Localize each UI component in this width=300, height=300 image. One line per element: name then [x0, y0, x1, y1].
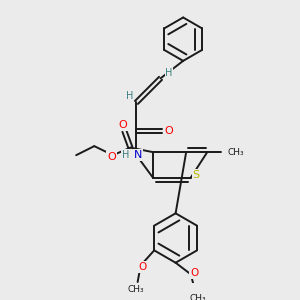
Text: O: O — [118, 120, 127, 130]
Text: CH₃: CH₃ — [190, 294, 206, 300]
Text: H: H — [122, 150, 129, 160]
Text: H: H — [165, 68, 173, 78]
Text: O: O — [190, 268, 198, 278]
Text: CH₃: CH₃ — [128, 285, 144, 294]
Text: S: S — [193, 170, 200, 180]
Text: N: N — [134, 150, 142, 160]
Text: CH₃: CH₃ — [227, 148, 244, 157]
Text: H: H — [126, 92, 134, 101]
Text: O: O — [164, 126, 173, 136]
Text: O: O — [138, 262, 146, 272]
Text: O: O — [107, 152, 116, 162]
